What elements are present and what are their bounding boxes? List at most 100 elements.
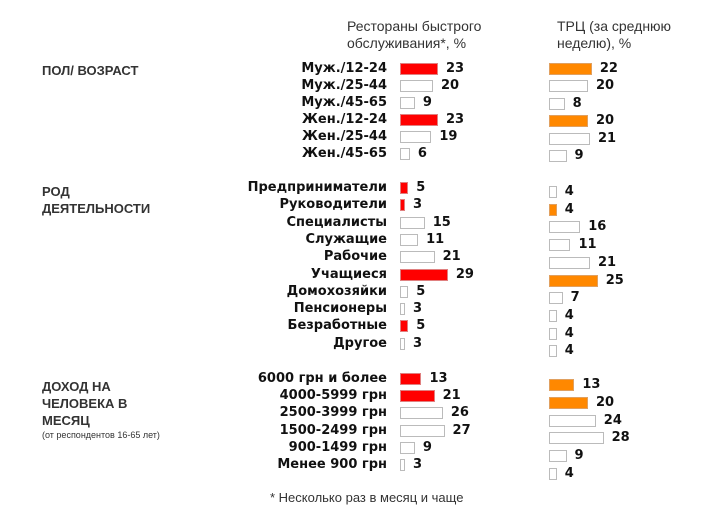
group-title: ДОХОД НА ЧЕЛОВЕКА В МЕСЯЦ (42, 379, 128, 428)
category-label: Менее 900 грн (277, 457, 387, 472)
value-label-mall: 20 (596, 394, 615, 410)
value-label-mall: 20 (596, 78, 615, 94)
bar-mall (549, 345, 557, 358)
group-title: РОД ДЕЯТЕЛЬНОСТИ (42, 184, 151, 216)
bar-mall (549, 432, 604, 445)
value-label-fast-food: 5 (416, 283, 426, 299)
bar-mall (549, 414, 596, 427)
category-label: Учащиеся (310, 266, 387, 282)
category-label: 4000-5999 грн (279, 388, 387, 404)
value-label-mall: 4 (564, 466, 574, 481)
value-label-fast-food: 6 (417, 146, 427, 161)
value-label-mall: 8 (572, 95, 582, 111)
category-label: Специалисты (286, 214, 387, 230)
value-label-mall: 20 (596, 113, 615, 129)
value-label-fast-food: 23 (445, 112, 465, 127)
value-label-fast-food: 23 (445, 61, 465, 76)
value-label-mall: 21 (597, 130, 617, 146)
category-label: Домохозяйки (286, 283, 387, 299)
value-label-fast-food: 29 (455, 266, 474, 282)
value-label-fast-food: 3 (413, 301, 423, 317)
bar-mall (549, 274, 598, 287)
value-label-mall: 28 (611, 430, 630, 446)
value-label-mall: 13 (582, 377, 601, 392)
value-label-mall: 24 (603, 412, 622, 428)
value-label-fast-food: 20 (441, 78, 460, 93)
bar-fast-food (400, 268, 448, 281)
category-label: Рабочие (323, 249, 387, 265)
bar-fast-food (400, 97, 415, 109)
value-label-fast-food: 11 (426, 231, 445, 247)
bar-fast-food (400, 63, 438, 75)
bar-mall (549, 327, 557, 340)
bar-mall (549, 468, 557, 480)
category-label: Предприниматели (247, 180, 387, 195)
bar-fast-food (400, 407, 443, 420)
value-label-fast-food: 27 (452, 422, 471, 438)
category-label: Жен./25-44 (302, 129, 387, 144)
value-label-mall: 9 (574, 448, 584, 464)
value-label-fast-food: 9 (422, 439, 432, 455)
bar-mall (549, 309, 557, 322)
value-label-fast-food: 15 (432, 214, 451, 230)
value-label-fast-food: 13 (429, 371, 448, 386)
bar-mall (549, 221, 581, 234)
value-label-mall: 7 (570, 290, 580, 306)
category-label: Жен./12-24 (302, 112, 387, 127)
category-label: Муж./25-44 (301, 78, 387, 93)
category-label: Руководители (279, 197, 387, 213)
bar-mall (549, 203, 557, 216)
category-label: 6000 грн и более (257, 371, 387, 386)
value-label-mall: 21 (597, 254, 617, 270)
bar-mall (549, 63, 592, 75)
bar-fast-food (400, 216, 425, 229)
value-label-fast-food: 19 (439, 129, 458, 144)
bar-mall (549, 450, 567, 463)
bar-fast-food (400, 233, 419, 246)
category-label: Безработные (287, 318, 387, 334)
value-label-mall: 22 (599, 61, 618, 76)
category-label: 2500-3999 грн (279, 405, 387, 421)
category-label: 1500-2499 грн (279, 422, 387, 438)
bar-fast-food (400, 199, 405, 212)
bar-mall (549, 97, 565, 110)
category-label: Пенсионеры (293, 301, 387, 317)
value-label-fast-food: 9 (422, 95, 432, 110)
value-label-mall: 4 (564, 325, 574, 341)
column-title-mall: ТРЦ (за среднюю неделю), % (557, 18, 672, 51)
category-label: Другое (333, 335, 387, 351)
bar-fast-food (400, 441, 415, 454)
bar-fast-food (400, 337, 405, 350)
category-label: Служащие (305, 231, 387, 247)
bar-mall (549, 80, 588, 93)
value-label-mall: 11 (578, 237, 597, 253)
value-label-fast-food: 3 (413, 197, 423, 213)
value-label-mall: 4 (564, 201, 574, 217)
value-label-fast-food: 3 (413, 457, 423, 472)
bar-fast-food (400, 114, 438, 126)
bar-fast-food (400, 80, 433, 92)
column-title-fast-food: Рестораны быстрого обслуживания*, % (347, 18, 482, 51)
bar-fast-food (400, 459, 405, 471)
value-label-mall: 16 (588, 219, 607, 235)
bar-mall (549, 379, 575, 391)
bar-fast-food (400, 373, 422, 385)
category-label: 900-1499 грн (288, 439, 387, 455)
bar-fast-food (400, 251, 435, 264)
category-label: Жен./45-65 (302, 146, 387, 161)
bar-mall (549, 132, 590, 145)
category-label: Муж./12-24 (301, 61, 387, 76)
value-label-mall: 4 (564, 184, 574, 199)
bar-fast-food (400, 320, 409, 333)
bar-fast-food (400, 390, 435, 403)
footnote: * Несколько раз в месяц и чаще (270, 490, 464, 505)
value-label-fast-food: 3 (413, 335, 423, 351)
bar-fast-food (400, 424, 445, 437)
bar-mall (549, 396, 588, 409)
bar-fast-food (400, 131, 432, 143)
bar-fast-food (400, 148, 410, 160)
group-subtitle: (от респондентов 16-65 лет) (42, 430, 160, 440)
value-label-mall: 4 (564, 343, 574, 359)
value-label-fast-food: 5 (416, 318, 426, 334)
